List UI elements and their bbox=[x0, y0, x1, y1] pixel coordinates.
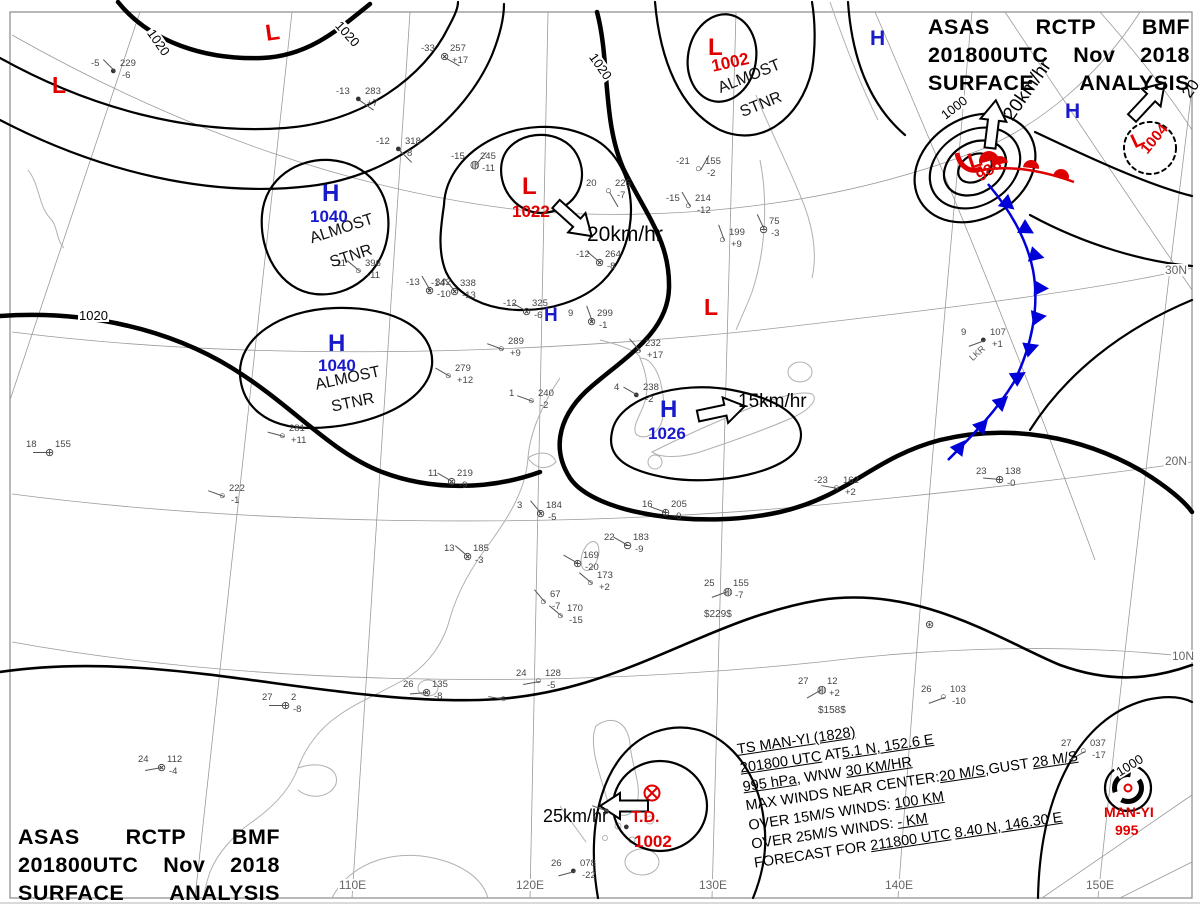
storm-info-segment: - KM bbox=[896, 810, 929, 831]
arrow-se-icon bbox=[550, 198, 594, 238]
title-line: 201800UTC Nov 2018 bbox=[18, 852, 280, 880]
cold-front bbox=[947, 183, 1049, 461]
arrow-north-icon bbox=[978, 98, 1009, 150]
warm-front-semicircle-icon bbox=[979, 151, 1069, 179]
isobar-1020-thick bbox=[0, 312, 543, 489]
warm-front bbox=[954, 151, 1075, 184]
title-word: SURFACE bbox=[928, 70, 1035, 95]
title-word: Nov bbox=[163, 852, 206, 877]
movement-arrows bbox=[550, 81, 1166, 821]
title-line: 201800UTC Nov 2018 bbox=[928, 42, 1190, 70]
td-symbol-icon bbox=[643, 784, 661, 802]
title-word: ANALYSIS bbox=[1079, 70, 1190, 95]
title-word: RCTP bbox=[125, 825, 187, 849]
map-frame bbox=[0, 11, 1200, 904]
cold-front-triangle-icon bbox=[949, 193, 1049, 457]
title-word: SURFACE bbox=[18, 880, 125, 905]
title-block-bottom-left: ASAS RCTP BMF 201800UTC Nov 2018 SURFACE ANALYS… bbox=[18, 824, 280, 908]
isobar-1020-thick bbox=[115, 0, 373, 61]
title-line: ASAS RCTP BMF bbox=[18, 824, 280, 852]
title-word: BMF bbox=[231, 825, 280, 849]
dashed-low-circle bbox=[1123, 121, 1177, 175]
arrow-west-icon bbox=[598, 791, 649, 821]
title-word: 2018 bbox=[1140, 42, 1190, 67]
isobars bbox=[0, 0, 1195, 900]
title-word: Nov bbox=[1073, 42, 1116, 67]
title-line: SURFACE ANALYSIS bbox=[928, 70, 1190, 98]
arrow-east-icon bbox=[695, 395, 747, 425]
title-line: SURFACE ANALYSIS bbox=[18, 880, 280, 908]
title-word: ASAS bbox=[18, 825, 80, 849]
title-word: 201800UTC bbox=[18, 852, 139, 877]
title-word: ASAS bbox=[928, 15, 990, 39]
arrow-ne-icon bbox=[1126, 81, 1166, 124]
title-word: RCTP bbox=[1035, 15, 1097, 39]
title-block-top-right: ASAS RCTP BMF 201800UTC Nov 2018 SURFACE ANALYS… bbox=[928, 14, 1190, 98]
title-line: ASAS RCTP BMF bbox=[928, 14, 1190, 42]
title-word: BMF bbox=[1141, 15, 1190, 39]
isobar-1020-thick bbox=[557, 9, 1195, 522]
graticule bbox=[9, 11, 1193, 899]
title-word: ANALYSIS bbox=[169, 880, 280, 905]
storm-info-segment: AT bbox=[820, 745, 844, 765]
title-word: 201800UTC bbox=[928, 42, 1049, 67]
title-word: 2018 bbox=[230, 852, 280, 877]
